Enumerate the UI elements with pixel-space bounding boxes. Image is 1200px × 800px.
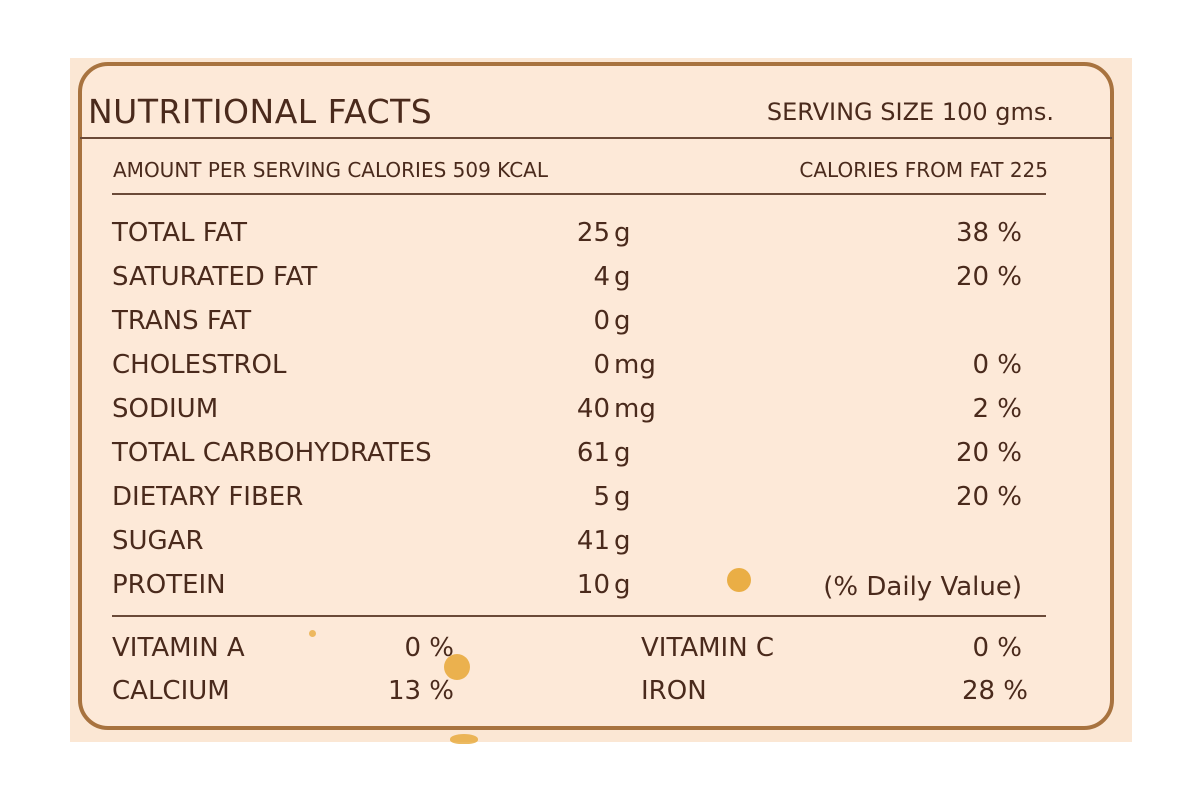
nutrient-dv: 2 % bbox=[972, 394, 1022, 424]
header-divider bbox=[80, 137, 1112, 139]
daily-value-note: (% Daily Value) bbox=[823, 572, 1022, 602]
vitamin-name: VITAMIN A bbox=[112, 633, 245, 663]
nutrient-qty: 0 bbox=[593, 306, 610, 336]
nutrient-qty: 10 bbox=[576, 570, 610, 600]
vitamin-name: IRON bbox=[641, 676, 707, 706]
nutrient-unit: g bbox=[614, 570, 631, 600]
stain-spot bbox=[309, 630, 316, 637]
vitamin-name: VITAMIN C bbox=[641, 633, 775, 663]
page-title: NUTRITIONAL FACTS bbox=[88, 92, 433, 131]
nutrient-name: TOTAL FAT bbox=[112, 218, 247, 248]
nutrient-unit: g bbox=[614, 306, 631, 336]
vitamin-value: 0 % bbox=[972, 633, 1022, 663]
vitamins-divider bbox=[112, 615, 1046, 617]
calories-from-fat: CALORIES FROM FAT 225 bbox=[799, 158, 1048, 182]
stain-spot bbox=[444, 654, 470, 680]
nutrient-name: SUGAR bbox=[112, 526, 204, 556]
nutrient-unit: mg bbox=[614, 350, 656, 380]
nutrient-unit: g bbox=[614, 438, 631, 468]
nutrient-dv: 0 % bbox=[972, 350, 1022, 380]
nutrient-qty: 4 bbox=[593, 262, 610, 292]
nutrient-name: SATURATED FAT bbox=[112, 262, 318, 292]
nutrient-unit: g bbox=[614, 526, 631, 556]
nutrient-dv: 38 % bbox=[955, 218, 1022, 248]
vitamin-name: CALCIUM bbox=[112, 676, 230, 706]
nutrient-qty: 41 bbox=[576, 526, 610, 556]
nutrition-panel bbox=[78, 62, 1114, 730]
nutrient-unit: g bbox=[614, 482, 631, 512]
nutrient-name: CHOLESTROL bbox=[112, 350, 287, 380]
vitamin-value: 28 % bbox=[961, 676, 1028, 706]
nutrient-name: DIETARY FIBER bbox=[112, 482, 304, 512]
nutrient-unit: mg bbox=[614, 394, 656, 424]
nutrient-dv: 20 % bbox=[955, 482, 1022, 512]
vitamin-value: 0 % bbox=[404, 633, 454, 663]
nutrient-unit: g bbox=[614, 218, 631, 248]
nutrient-name: SODIUM bbox=[112, 394, 219, 424]
nutrient-name: TRANS FAT bbox=[112, 306, 252, 336]
nutrient-qty: 0 bbox=[593, 350, 610, 380]
nutrient-name: TOTAL CARBOHYDRATES bbox=[112, 438, 432, 468]
nutrient-dv: 20 % bbox=[955, 262, 1022, 292]
vitamin-value: 13 % bbox=[387, 676, 454, 706]
amount-per-serving: AMOUNT PER SERVING CALORIES 509 KCAL bbox=[113, 158, 548, 182]
stain-spot bbox=[450, 734, 478, 744]
nutrient-dv: 20 % bbox=[955, 438, 1022, 468]
serving-size: SERVING SIZE 100 gms. bbox=[766, 98, 1054, 126]
summary-divider bbox=[112, 193, 1046, 195]
nutrient-qty: 5 bbox=[593, 482, 610, 512]
stain-spot bbox=[727, 568, 751, 592]
nutrient-qty: 61 bbox=[576, 438, 610, 468]
nutrient-name: PROTEIN bbox=[112, 570, 226, 600]
nutrient-unit: g bbox=[614, 262, 631, 292]
nutrient-qty: 25 bbox=[576, 218, 610, 248]
nutrient-qty: 40 bbox=[576, 394, 610, 424]
